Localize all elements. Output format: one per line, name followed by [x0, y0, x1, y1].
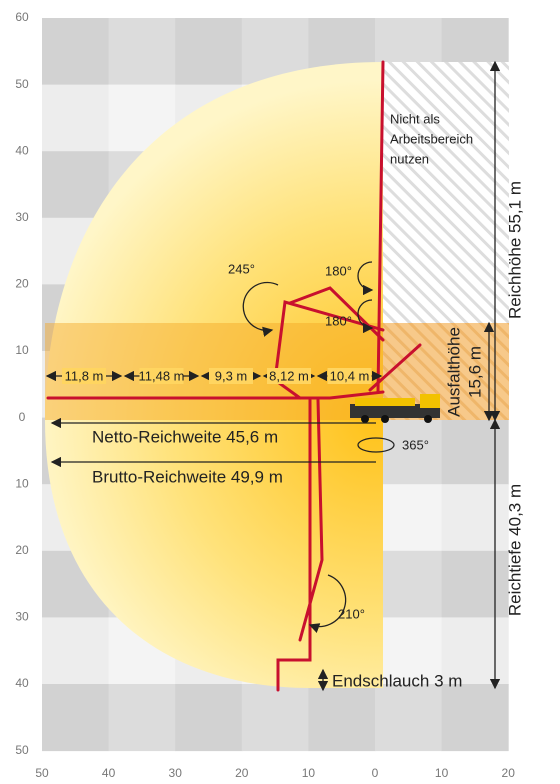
net-label: Netto-Reichweite 45,6 m [92, 427, 278, 446]
band [42, 617, 110, 685]
band [308, 684, 376, 752]
segment-bg [267, 368, 311, 384]
band [42, 151, 110, 219]
y-axis-label: 10 [15, 476, 29, 490]
note: nutzen [390, 151, 429, 166]
band [108, 684, 176, 752]
height-label: Reichhöhe 55,1 m [505, 181, 524, 319]
no-work-zone [383, 62, 509, 323]
segment-label: 11,8 m [65, 368, 104, 383]
hose-label: Endschlauch 3 m [332, 671, 462, 690]
boom [46, 60, 422, 692]
band [375, 550, 443, 618]
angle: 365° [402, 437, 429, 452]
segment-label: 9,3 m [215, 368, 248, 383]
band [441, 550, 509, 618]
angle: 245° [228, 261, 255, 276]
angle: 180° [325, 313, 352, 328]
y-axis-label: 20 [15, 277, 29, 291]
band [441, 684, 509, 752]
unfold-label: Ausfalthöhe [444, 327, 463, 417]
band [42, 18, 110, 86]
band [42, 684, 110, 752]
segment-dims: 11,8 m 11,48 m 9,3 m 8,12 m 10,4 m [45, 368, 383, 384]
band [441, 417, 509, 485]
y-axis-label: 0 [19, 410, 26, 424]
note: Arbeitsbereich [390, 131, 473, 146]
truck [350, 394, 440, 423]
note: Nicht als [390, 111, 440, 126]
band [241, 684, 309, 752]
y-axis-label: 50 [15, 77, 29, 91]
x-axis-label: 10 [302, 766, 316, 780]
x-axis-label: 40 [102, 766, 116, 780]
y-axis-label: 10 [15, 343, 29, 357]
y-axis-label: 20 [15, 543, 29, 557]
y-axis-label: 40 [15, 143, 29, 157]
y-axis-label: 40 [15, 676, 29, 690]
band [441, 484, 509, 552]
x-axis-label: 20 [235, 766, 249, 780]
segment-label: 11,48 m [138, 368, 184, 383]
y-axis-label: 30 [15, 610, 29, 624]
x-axis-label: 10 [435, 766, 449, 780]
band [175, 684, 243, 752]
depth-label: Reichtiefe 40,3 m [505, 484, 524, 616]
y-axis-label: 60 [15, 10, 29, 24]
angle: 210° [338, 606, 365, 621]
segment-bg [139, 368, 184, 384]
band [42, 84, 110, 152]
angle: 180° [325, 263, 352, 278]
band [175, 18, 243, 86]
segment-label: 8,12 m [269, 368, 309, 383]
band [375, 617, 443, 685]
rot-arrow [242, 281, 279, 337]
x-axis-label: 30 [169, 766, 183, 780]
y-axis-label: 50 [15, 743, 29, 757]
segment-bg [62, 368, 106, 384]
rot-arrow [357, 261, 374, 296]
unfold-label: 15,6 m [465, 346, 484, 398]
band [375, 684, 443, 752]
y-axis-label: 30 [15, 210, 29, 224]
x-axis-label: 0 [372, 766, 379, 780]
gross-label: Brutto-Reichweite 49,9 m [92, 467, 283, 486]
band [108, 18, 176, 86]
rot-arrow [357, 299, 374, 334]
slew-arrow [357, 437, 395, 453]
segment-label: 10,4 m [330, 368, 370, 383]
segment-bg [327, 368, 372, 384]
rot-arrow [308, 574, 347, 633]
axes: 60 50 40 30 20 10 0 10 20 30 40 50 50 40 30 20 10 0 10 20 [15, 10, 515, 780]
x-axis-label: 20 [502, 766, 516, 780]
band [375, 484, 443, 552]
x-axis-label: 50 [35, 766, 49, 780]
segment-bg [209, 368, 253, 384]
